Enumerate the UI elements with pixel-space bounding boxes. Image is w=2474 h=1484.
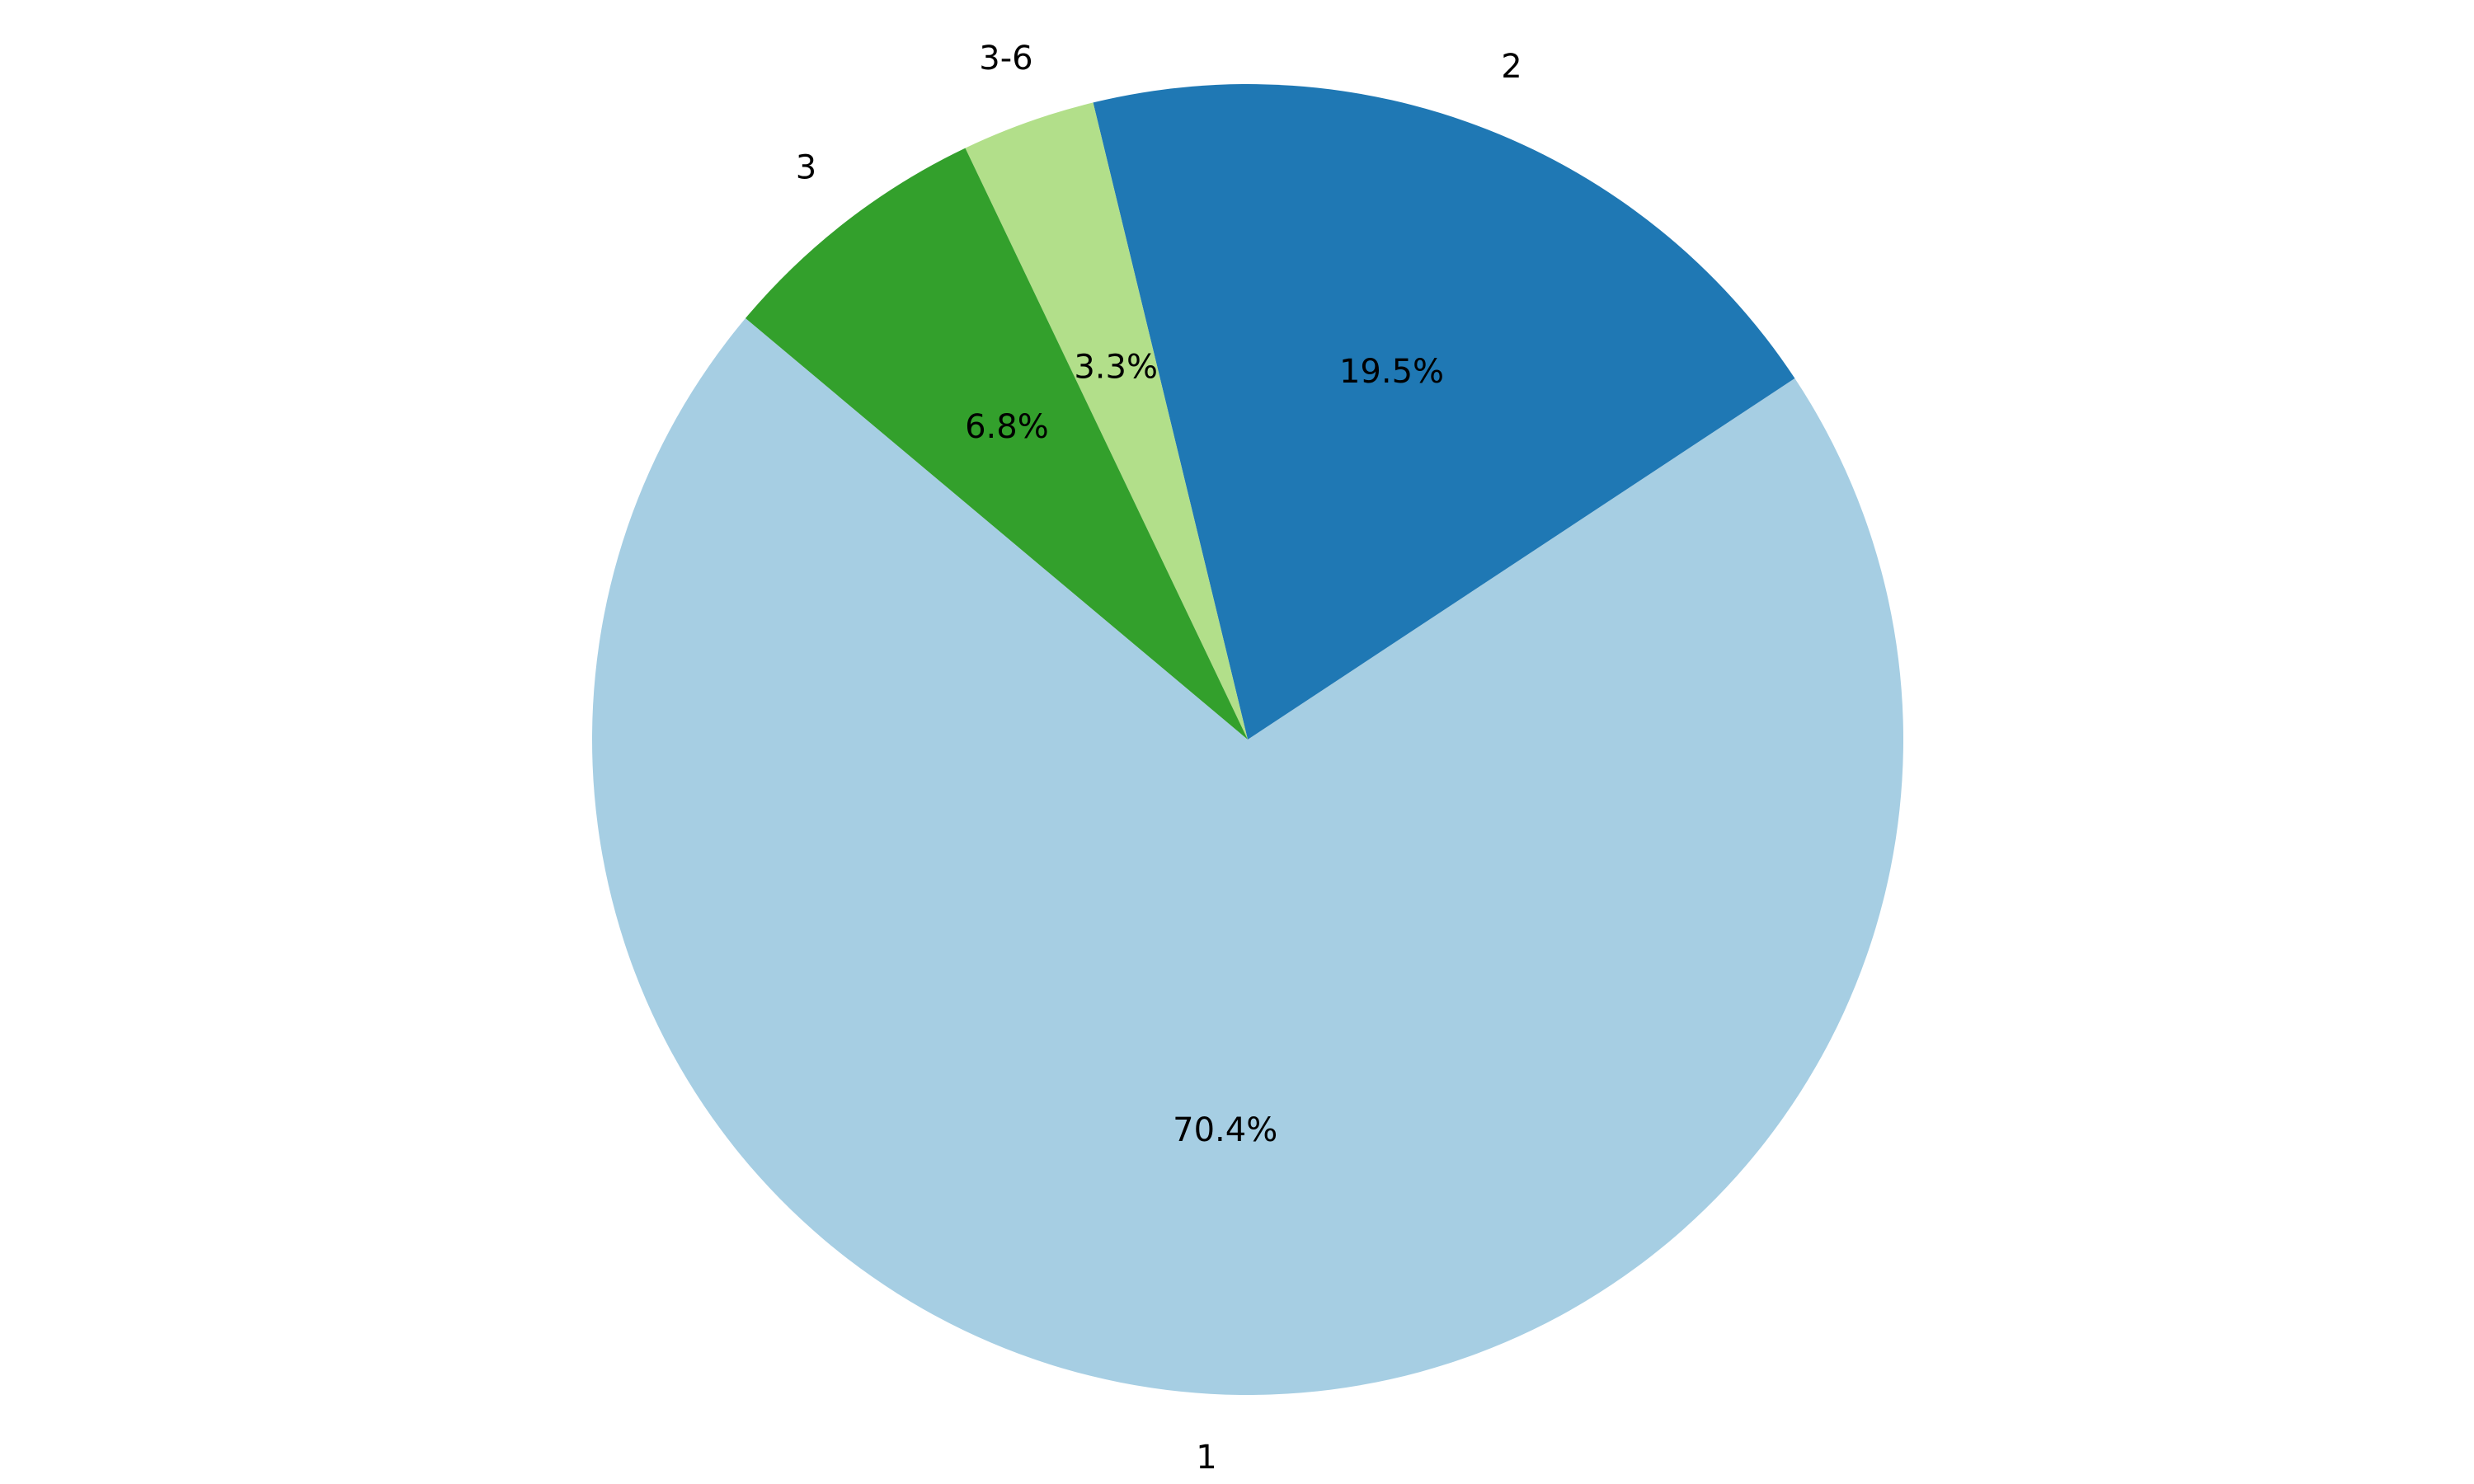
pie-slice xyxy=(965,102,1248,740)
slice-label: 3-6 xyxy=(979,40,1032,77)
value-label: 19.5% xyxy=(1339,353,1444,391)
pie-slice xyxy=(592,317,1904,1395)
pie-slice xyxy=(745,148,1248,740)
value-label: 70.4% xyxy=(1173,1111,1277,1149)
value-label: 6.8% xyxy=(965,408,1049,446)
slice-label: 2 xyxy=(1501,48,1522,86)
pie-slice xyxy=(1093,84,1795,740)
slice-label: 3 xyxy=(796,149,816,187)
slice-label: 1 xyxy=(1196,1439,1216,1477)
value-label: 3.3% xyxy=(1074,349,1158,387)
